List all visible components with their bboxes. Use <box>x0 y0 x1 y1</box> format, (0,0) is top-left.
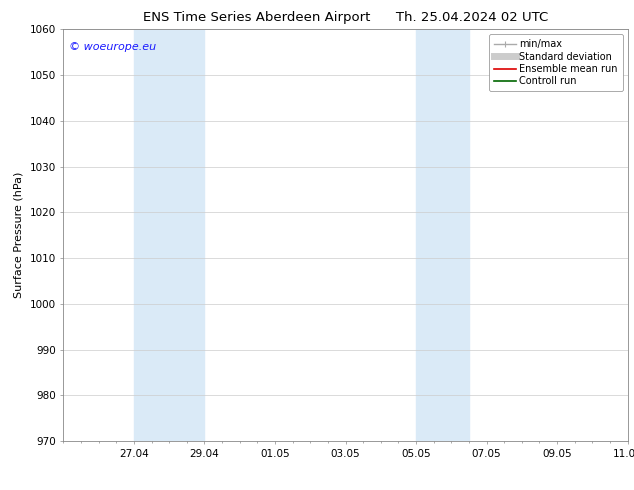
Y-axis label: Surface Pressure (hPa): Surface Pressure (hPa) <box>14 172 24 298</box>
Bar <box>416 29 469 441</box>
Bar <box>134 29 204 441</box>
Legend: min/max, Standard deviation, Ensemble mean run, Controll run: min/max, Standard deviation, Ensemble me… <box>489 34 623 91</box>
Text: © woeurope.eu: © woeurope.eu <box>69 42 156 52</box>
Title: ENS Time Series Aberdeen Airport      Th. 25.04.2024 02 UTC: ENS Time Series Aberdeen Airport Th. 25.… <box>143 11 548 24</box>
